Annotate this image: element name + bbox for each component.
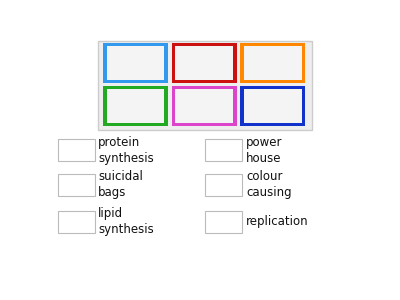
Text: protein
synthesis: protein synthesis [98, 136, 154, 165]
Bar [98, 40, 312, 130]
Text: replication: replication [246, 215, 308, 229]
Bar [240, 43, 306, 83]
Bar [58, 211, 95, 233]
Bar [176, 89, 233, 123]
Bar [103, 86, 168, 126]
Bar [176, 46, 233, 80]
Bar [58, 140, 95, 161]
Text: lipid
synthesis: lipid synthesis [98, 208, 154, 236]
Bar [244, 46, 302, 80]
Bar [58, 174, 95, 196]
Bar [107, 46, 164, 80]
Bar [172, 43, 237, 83]
Bar [107, 89, 164, 123]
Bar [205, 140, 242, 161]
Bar [205, 174, 242, 196]
Bar [240, 86, 306, 126]
Text: colour
causing: colour causing [246, 170, 292, 200]
Bar [172, 86, 237, 126]
Text: power
house: power house [246, 136, 282, 165]
Bar [205, 211, 242, 233]
Bar [244, 89, 302, 123]
Bar [103, 43, 168, 83]
Text: suicidal
bags: suicidal bags [98, 170, 143, 200]
